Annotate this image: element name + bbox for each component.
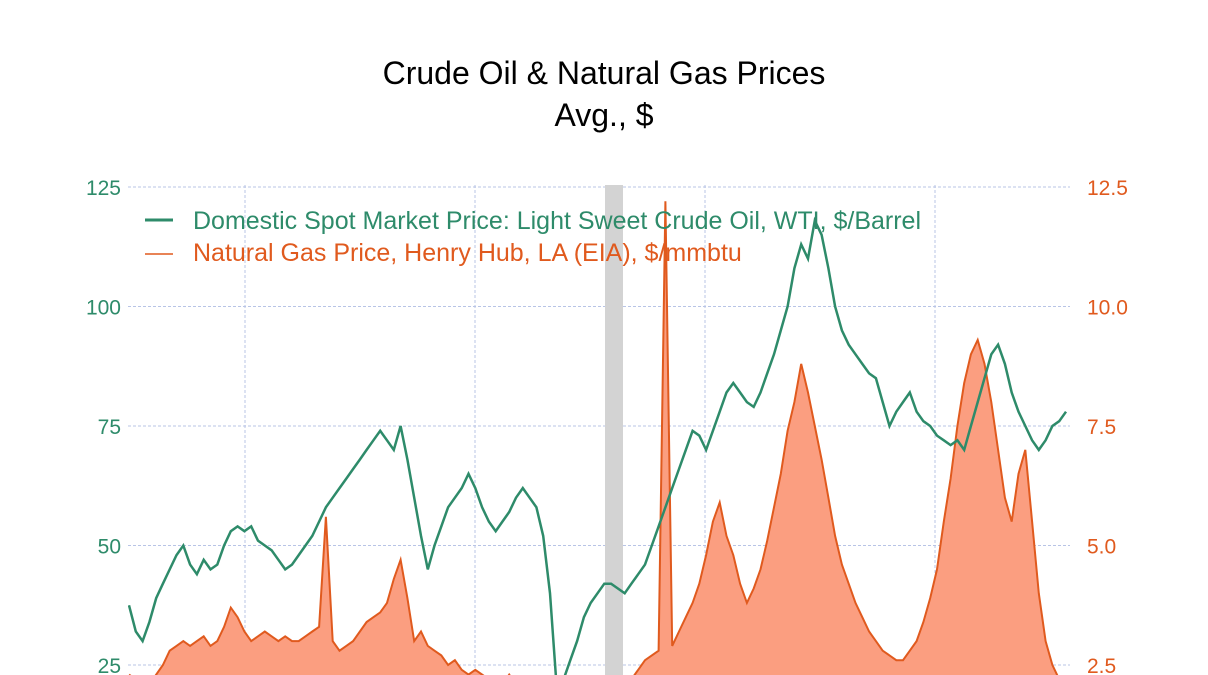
left-tick-label: 50 bbox=[98, 536, 121, 559]
left-tick-label: 100 bbox=[86, 297, 121, 320]
left-tick-label: 125 bbox=[86, 177, 121, 200]
right-tick-label: 2.5 bbox=[1087, 655, 1116, 675]
natural-gas-area bbox=[129, 201, 1058, 675]
right-tick-label: 12.5 bbox=[1087, 177, 1128, 200]
left-tick-label: 75 bbox=[98, 416, 121, 439]
left-tick-label: 25 bbox=[98, 655, 121, 675]
legend-label-gas: Natural Gas Price, Henry Hub, LA (EIA), … bbox=[193, 239, 742, 267]
right-tick-label: 7.5 bbox=[1087, 416, 1116, 439]
legend: Domestic Spot Market Price: Light Sweet … bbox=[145, 207, 921, 267]
right-axis-ticks: 12.5 10.0 7.5 5.0 2.5 bbox=[1087, 177, 1128, 675]
chart-title: Crude Oil & Natural Gas Prices bbox=[382, 55, 826, 91]
crude-oil-line bbox=[128, 216, 1068, 675]
legend-label-oil: Domestic Spot Market Price: Light Sweet … bbox=[193, 207, 921, 235]
recession-shade bbox=[605, 185, 623, 675]
right-tick-label: 5.0 bbox=[1087, 536, 1116, 559]
left-axis-ticks: 125 100 75 50 25 bbox=[86, 177, 121, 675]
chart-subtitle: Avg., $ bbox=[554, 97, 654, 133]
right-tick-label: 10.0 bbox=[1087, 297, 1128, 320]
natural-gas-line bbox=[128, 201, 1059, 675]
